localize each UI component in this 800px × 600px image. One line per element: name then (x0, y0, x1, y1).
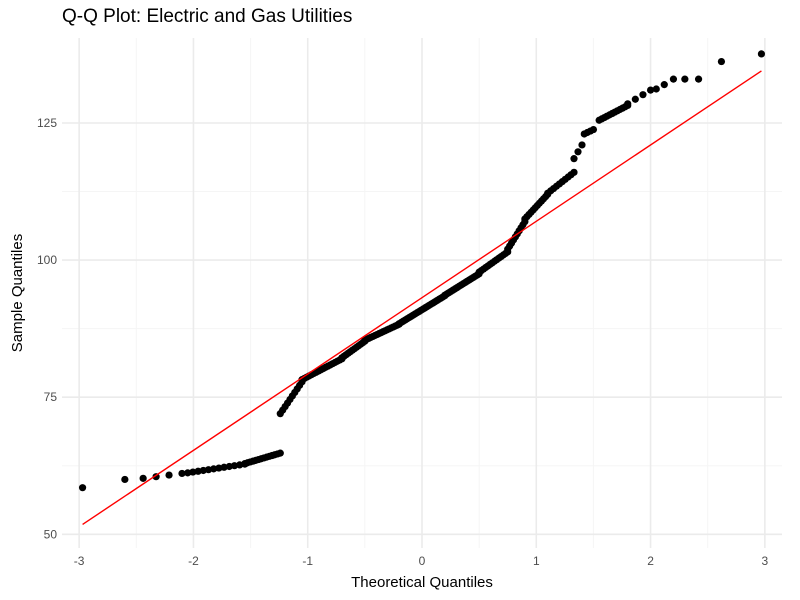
data-point (589, 125, 598, 134)
y-axis-title: Sample Quantiles (9, 234, 26, 352)
data-point (570, 155, 578, 163)
x-tick-label: 2 (647, 554, 654, 568)
x-tick-label: 1 (533, 554, 540, 568)
data-point (669, 75, 678, 83)
data-point (631, 95, 639, 103)
x-tick-label: -3 (74, 554, 85, 568)
data-point (574, 148, 582, 156)
tick-labels: -3 -2 -1 0 1 2 3 50 75 100 125 (37, 116, 769, 568)
data-point (717, 57, 726, 66)
data-point (624, 100, 632, 108)
data-point (639, 91, 647, 99)
chart-title: Q-Q Plot: Electric and Gas Utilities (62, 6, 353, 27)
data-point (646, 86, 655, 94)
data-point (570, 168, 578, 176)
y-tick-label: 75 (44, 390, 58, 404)
x-axis-title: Theoretical Quantiles (351, 574, 493, 591)
data-point (165, 471, 173, 479)
data-point (121, 475, 129, 484)
data-point (178, 469, 186, 478)
x-tick-label: -1 (302, 554, 313, 568)
y-tick-label: 100 (37, 253, 57, 267)
y-tick-label: 50 (44, 527, 58, 541)
data-point (660, 81, 668, 89)
data-point (139, 474, 147, 482)
y-tick-label: 125 (37, 116, 57, 130)
reference-line-layer (82, 70, 762, 526)
points-layer (78, 50, 766, 492)
reference-line (82, 70, 762, 526)
x-tick-label: 0 (419, 554, 426, 568)
data-point (276, 449, 284, 457)
data-point (78, 484, 87, 492)
data-point (757, 50, 766, 58)
x-tick-label: 3 (762, 554, 769, 568)
grid-layer (62, 38, 782, 548)
x-tick-label: -2 (188, 554, 199, 568)
data-point (652, 85, 660, 93)
data-point (578, 141, 586, 149)
data-point (694, 75, 703, 83)
data-point (681, 75, 689, 83)
